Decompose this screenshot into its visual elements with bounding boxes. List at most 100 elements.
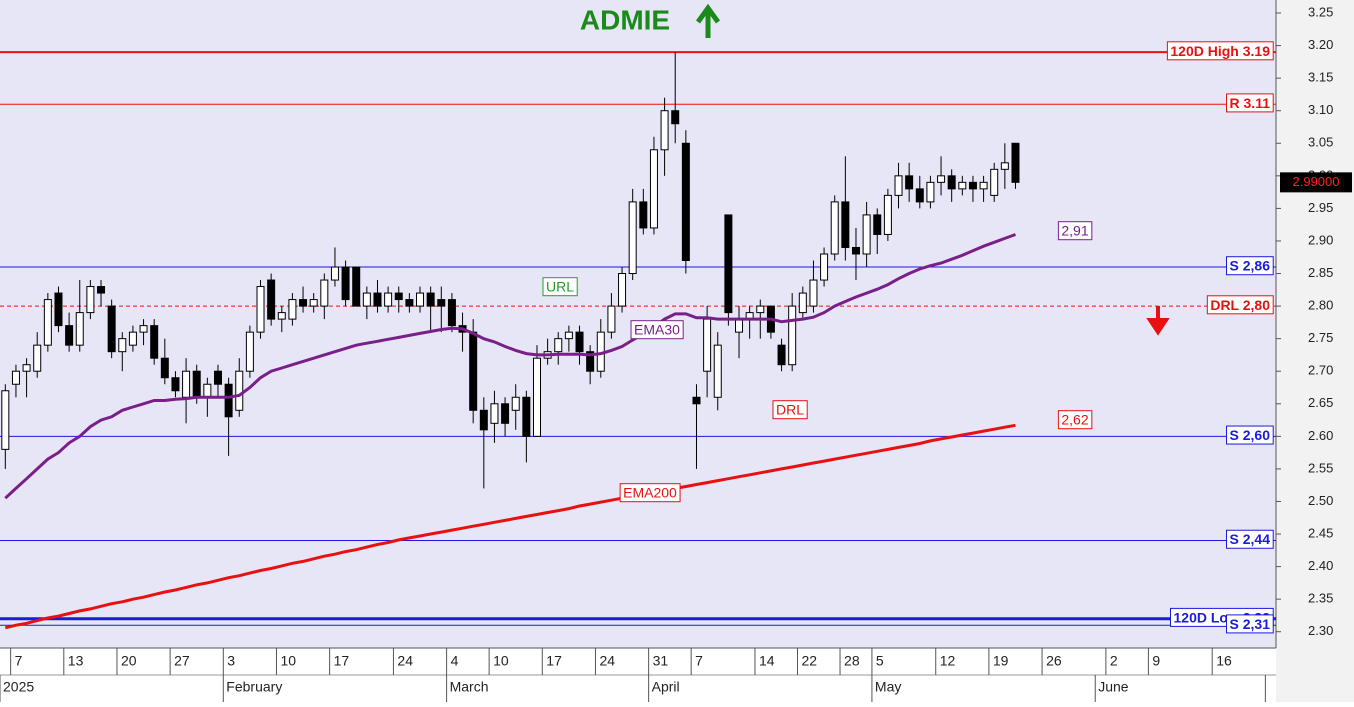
last-price-box	[1280, 172, 1352, 193]
down-arrow	[1146, 306, 1170, 336]
level-label: S 2,31	[1230, 616, 1271, 632]
candle-body	[586, 351, 595, 372]
candle-body	[532, 357, 541, 437]
candle-body	[618, 273, 627, 307]
candle-body	[405, 299, 414, 307]
candle-body	[990, 168, 999, 196]
x-tick-label: 10	[493, 653, 509, 669]
candle-body	[118, 338, 127, 353]
month-label: March	[450, 679, 489, 695]
x-tick-label: 9	[1152, 653, 1160, 669]
x-tick-label: 28	[844, 653, 860, 669]
candle-body	[192, 370, 201, 398]
candle-body	[479, 409, 488, 431]
y-tick-label: 3.15	[1308, 70, 1333, 85]
level-label: S 2,44	[1230, 531, 1271, 547]
last-value-label-box	[1057, 410, 1093, 430]
candle-body	[649, 149, 658, 229]
series-label-box	[630, 320, 684, 340]
candle-body	[522, 396, 531, 437]
x-tick-label: 17	[546, 653, 562, 669]
candle-body	[575, 331, 584, 353]
candle-body	[628, 201, 637, 275]
candle-body	[511, 396, 520, 411]
candle-body	[33, 344, 42, 372]
candle-body	[107, 305, 116, 353]
candle-body	[362, 292, 371, 307]
x-tick-label: 12	[940, 653, 956, 669]
candle-body	[43, 299, 52, 346]
x-tick-label: 19	[993, 653, 1009, 669]
candle-body	[1000, 162, 1009, 170]
candle-body	[86, 286, 95, 314]
level-label: 120D High 3.19	[1170, 43, 1270, 59]
candle-body	[607, 305, 616, 333]
candle-body	[777, 344, 786, 366]
candle-body	[937, 175, 946, 183]
candle-body	[128, 331, 137, 346]
candle-body	[735, 318, 744, 333]
x-tick-label: 7	[15, 653, 23, 669]
x-tick-label: 13	[68, 653, 84, 669]
annotation-box	[542, 277, 578, 297]
y-tick-label: 2.35	[1308, 591, 1333, 606]
month-label: April	[652, 679, 680, 695]
candle-body	[245, 331, 254, 372]
candle-body	[1011, 142, 1020, 183]
y-tick-label: 2.40	[1308, 558, 1333, 573]
candle-body	[554, 338, 563, 353]
candle-body	[926, 181, 935, 203]
candle-body	[139, 325, 148, 333]
candle-body	[288, 299, 297, 320]
x-tick-label: 17	[334, 653, 350, 669]
candle-body	[341, 266, 350, 301]
candle-body	[979, 181, 988, 190]
candle-body	[22, 364, 31, 372]
candle-body	[841, 201, 850, 248]
x-tick-label: 14	[759, 653, 775, 669]
candle-body	[97, 286, 106, 294]
candle-body	[182, 370, 191, 398]
candle-body	[384, 292, 393, 307]
candle-body	[968, 181, 977, 190]
candle-body	[820, 253, 829, 281]
candle-body	[150, 325, 159, 359]
y-tick-label: 2.30	[1308, 623, 1333, 638]
candle-body	[788, 305, 797, 366]
x-tick-label: 31	[653, 653, 669, 669]
candle-body	[256, 286, 265, 333]
y-tick-label: 3.10	[1308, 102, 1333, 117]
level-label-box	[1226, 614, 1274, 634]
x-tick-label: 24	[397, 653, 413, 669]
candle-body	[330, 266, 339, 281]
candle-body	[352, 266, 361, 307]
x-tick-label: 27	[174, 653, 190, 669]
x-tick-label: 7	[695, 653, 703, 669]
month-label: 2025	[3, 679, 34, 695]
candle-body	[160, 357, 169, 379]
level-label-box	[1226, 529, 1274, 549]
y-tick-label: 2.50	[1308, 493, 1333, 508]
candle-body	[724, 214, 733, 314]
candle-body	[883, 194, 892, 235]
y-tick-label: 2.90	[1308, 232, 1333, 247]
y-tick-label: 2.75	[1308, 330, 1333, 345]
candle-body	[65, 325, 74, 346]
candle-body	[639, 201, 648, 229]
level-label: R 3.11	[1230, 95, 1271, 111]
level-label-box	[1226, 256, 1274, 276]
candle-body	[277, 312, 286, 320]
candle-body	[703, 318, 712, 372]
month-label: June	[1098, 679, 1129, 695]
y-tick-label: 2.95	[1308, 200, 1333, 215]
level-label: S 2,60	[1230, 427, 1271, 443]
x-tick-label: 5	[876, 653, 884, 669]
candle-body	[947, 175, 956, 190]
candle-body	[469, 331, 478, 411]
indicator-line	[4, 423, 1016, 630]
last-value-label-box	[1057, 221, 1093, 241]
level-label-box	[1226, 93, 1274, 113]
annotation: URL	[546, 279, 574, 295]
x-tick-label: 20	[121, 653, 137, 669]
candle-body	[437, 299, 446, 307]
